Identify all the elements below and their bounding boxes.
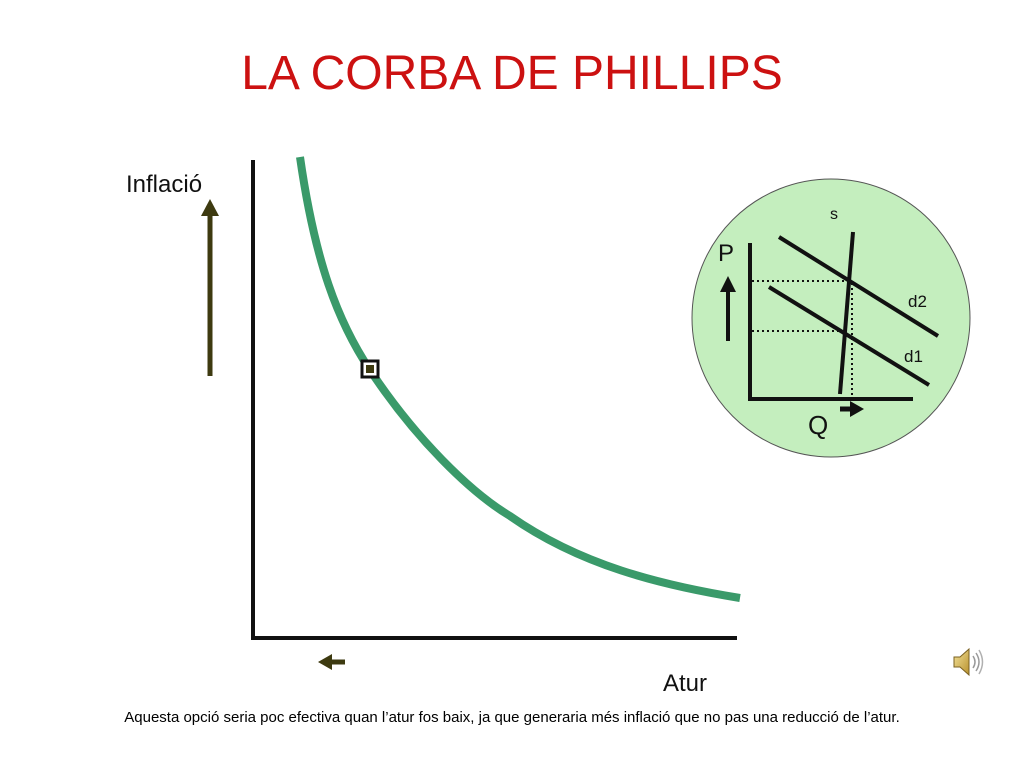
quantity-right-arrow (840, 401, 864, 417)
speaker-icon[interactable] (948, 643, 986, 681)
price-up-arrow (720, 276, 736, 341)
demand-line-d2 (777, 235, 940, 338)
inset-supply-label: s (830, 206, 838, 223)
unemployment-left-arrow (318, 654, 345, 670)
point-marker (360, 359, 380, 379)
inflation-up-arrow (201, 199, 219, 376)
slide-title: LA CORBA DE PHILLIPS (241, 47, 783, 100)
y-axis-label: Inflació (126, 171, 203, 198)
inset-d2-label: d2 (908, 292, 927, 311)
supply-line (838, 231, 855, 395)
inset-price-label: P (718, 240, 735, 267)
inset-quantity-label: Q (808, 410, 829, 440)
footnote: Aquesta opció seria poc efectiva quan l’… (124, 709, 900, 726)
inset-d1-label: d1 (904, 347, 923, 366)
demand-line-d1 (767, 285, 931, 387)
phillips-curve (296, 156, 741, 602)
supply-demand-inset (691, 178, 971, 458)
x-axis-label: Atur (663, 670, 708, 697)
dotted-guides (752, 280, 853, 397)
